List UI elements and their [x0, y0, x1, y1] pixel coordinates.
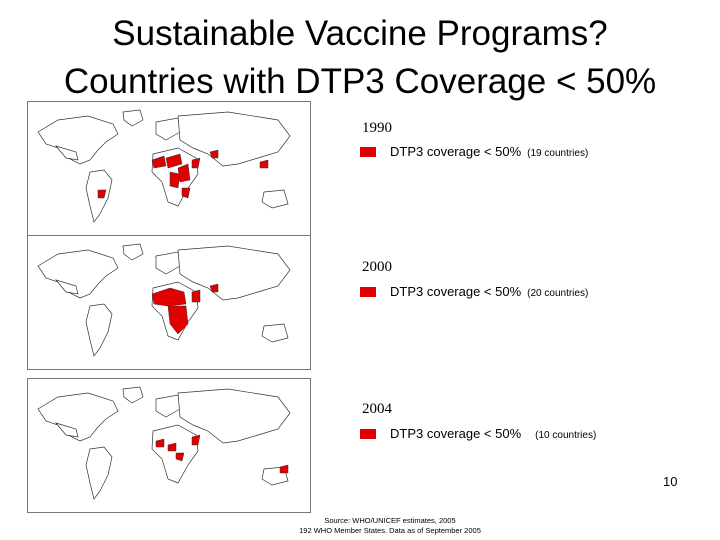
year-label-2004: 2004 — [362, 401, 392, 417]
legend-count: (20 countries) — [527, 288, 589, 299]
source-line1: Source: WHO/UNICEF estimates, 2005 — [324, 516, 456, 525]
year-label-1990: 1990 — [362, 120, 392, 136]
source-line2: 192 WHO Member States. Data as of Septem… — [299, 526, 481, 535]
legend-count: (19 countries) — [527, 148, 589, 159]
legend-swatch — [360, 429, 376, 439]
world-map-2004 — [27, 378, 311, 513]
page-number: 10 — [663, 474, 678, 489]
legend-label: DTP3 coverage < 50% — [390, 144, 522, 159]
legend-2000: DTP3 coverage < 50% (20 countries) — [360, 284, 588, 299]
legend-1990: DTP3 coverage < 50% (19 countries) — [360, 144, 588, 159]
slide-title-line2: Countries with DTP3 Coverage < 50% — [63, 62, 657, 101]
legend-label: DTP3 coverage < 50% — [390, 284, 522, 299]
legend-swatch — [360, 287, 376, 297]
legend-label: DTP3 coverage < 50% — [390, 426, 522, 441]
legend-2004: DTP3 coverage < 50% (10 countries) — [360, 426, 596, 441]
year-label-2000: 2000 — [362, 259, 392, 275]
legend-count: (10 countries) — [535, 430, 597, 441]
slide-title-line1: Sustainable Vaccine Programs? — [112, 14, 608, 53]
legend-swatch — [360, 147, 376, 157]
world-map-2000 — [27, 235, 311, 370]
world-map-1990 — [27, 101, 311, 236]
